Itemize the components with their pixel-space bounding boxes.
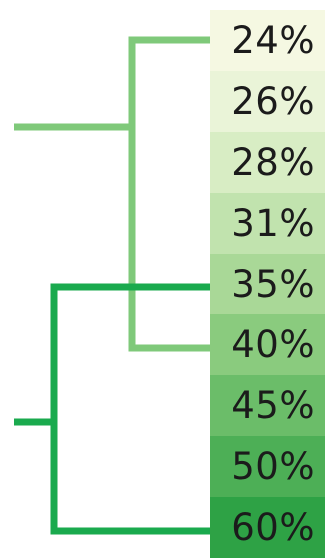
lower-bracket-connector bbox=[14, 283, 210, 535]
scale-cell-31: 31% bbox=[210, 192, 325, 254]
color-scale: 24% 26% 28% 31% 35% 40% 45% 50% 60% bbox=[210, 10, 325, 558]
scale-cell-35: 35% bbox=[210, 253, 325, 315]
upper-bracket-connector bbox=[14, 36, 210, 352]
scale-cell-50: 50% bbox=[210, 436, 325, 498]
scale-cell-40: 40% bbox=[210, 314, 325, 376]
scale-cell-45: 45% bbox=[210, 375, 325, 437]
scale-cell-28: 28% bbox=[210, 131, 325, 193]
scale-cell-26: 26% bbox=[210, 70, 325, 132]
scale-cell-60: 60% bbox=[210, 497, 325, 558]
scale-cell-24: 24% bbox=[210, 10, 325, 71]
